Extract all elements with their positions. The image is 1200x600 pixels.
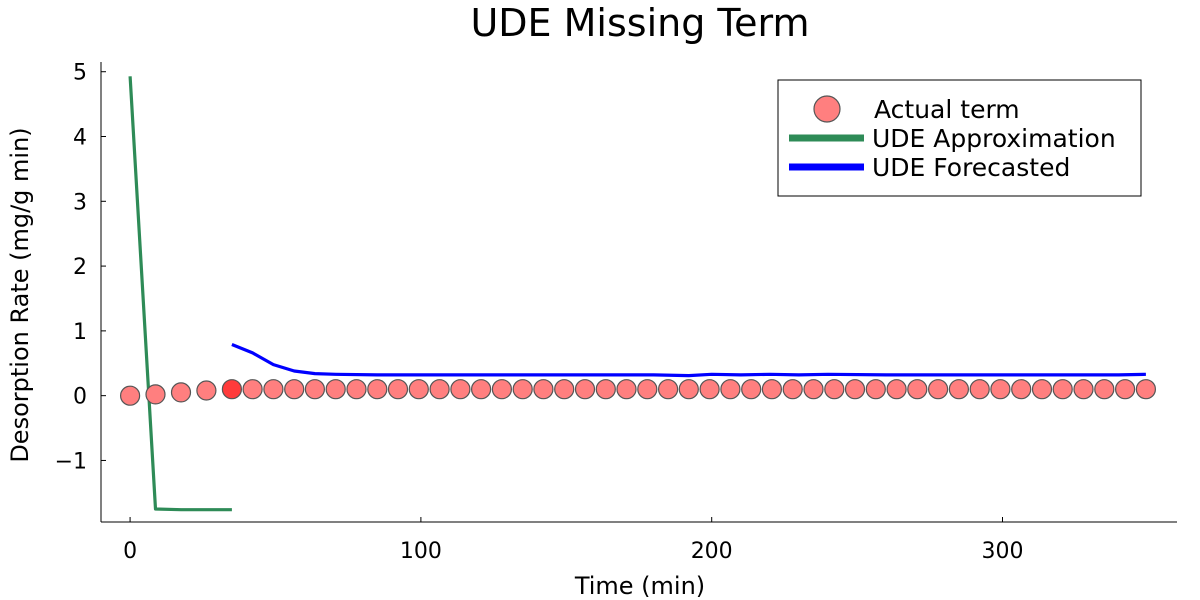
scatter-point (1031, 379, 1053, 400)
scatter-point (325, 379, 346, 400)
scatter-point (387, 379, 409, 400)
x-tick-label: 0 (123, 539, 137, 564)
scatter-point (907, 379, 928, 400)
scatter-point (969, 379, 990, 400)
y-ticks: −1 0 1 2 3 4 5 (55, 61, 106, 474)
scatter-point (304, 379, 325, 400)
scatter-point (741, 379, 762, 400)
y-tick-label: 2 (73, 255, 87, 280)
plot-area (120, 76, 1157, 512)
x-ticks: 0 100 200 300 (123, 517, 1024, 564)
legend-marker-actual-term (813, 95, 841, 123)
scatter-point (886, 379, 907, 400)
scatter-point (512, 379, 533, 400)
scatter-point (865, 379, 886, 400)
scatter-point (595, 379, 616, 400)
series-line-ude-approximation (128, 76, 232, 512)
scatter-point (408, 379, 429, 400)
scatter-point (824, 379, 845, 400)
scatter-point (927, 379, 949, 400)
x-tick-label: 100 (400, 539, 442, 564)
legend: Actual term UDE Approximation UDE Foreca… (777, 79, 1142, 197)
scatter-point (1011, 379, 1032, 400)
y-tick-label: 1 (73, 320, 87, 345)
scatter-point (990, 379, 1011, 400)
y-tick-label: 0 (73, 385, 87, 410)
scatter-point (170, 382, 192, 403)
legend-label-ude-approximation: UDE Approximation (872, 124, 1116, 153)
scatter-point (533, 379, 554, 400)
scatter-point (782, 379, 803, 400)
x-tick-label: 200 (691, 539, 733, 564)
scatter-point (196, 380, 217, 401)
scatter-point (554, 379, 575, 400)
scatter-point (242, 379, 263, 400)
scatter-point (574, 379, 596, 400)
scatter-point (346, 379, 367, 400)
scatter-point (616, 379, 637, 400)
scatter-point (1114, 379, 1136, 400)
scatter-point (803, 379, 824, 400)
scatter-point (637, 379, 658, 400)
scatter-point (471, 379, 492, 400)
legend-label-actual-term: Actual term (874, 95, 1020, 124)
axes (100, 62, 1177, 523)
legend-label-ude-forecasted: UDE Forecasted (872, 153, 1070, 182)
scatter-point (120, 385, 141, 406)
y-tick-label: 5 (73, 61, 87, 86)
scatter-point (221, 379, 242, 400)
y-axis-label: Desorption Rate (mg/g min) (6, 127, 34, 462)
scatter-point (948, 379, 970, 400)
scatter-point (1052, 379, 1073, 400)
scatter-point (367, 379, 388, 400)
y-tick-label: −1 (55, 449, 87, 474)
scatter-point (1094, 379, 1115, 400)
scatter-point (284, 379, 305, 400)
y-tick-label: 3 (73, 190, 87, 215)
x-axis-label: Time (min) (574, 572, 705, 600)
scatter-point (145, 384, 166, 405)
scatter-point (761, 379, 783, 400)
y-tick-label: 4 (73, 126, 87, 151)
scatter-point (1073, 379, 1094, 400)
series-line-ude-forecasted (231, 343, 1146, 378)
scatter-point (1135, 379, 1157, 400)
scatter-point (844, 379, 866, 400)
scatter-point (450, 379, 471, 400)
chart-title: UDE Missing Term (470, 1, 809, 45)
scatter-point (429, 379, 450, 400)
x-tick-label: 300 (982, 539, 1024, 564)
scatter-point (263, 379, 284, 400)
scatter-point (720, 379, 741, 400)
scatter-point (657, 379, 679, 400)
scatter-point (491, 379, 512, 400)
scatter-point (678, 379, 699, 400)
scatter-point (699, 379, 720, 400)
